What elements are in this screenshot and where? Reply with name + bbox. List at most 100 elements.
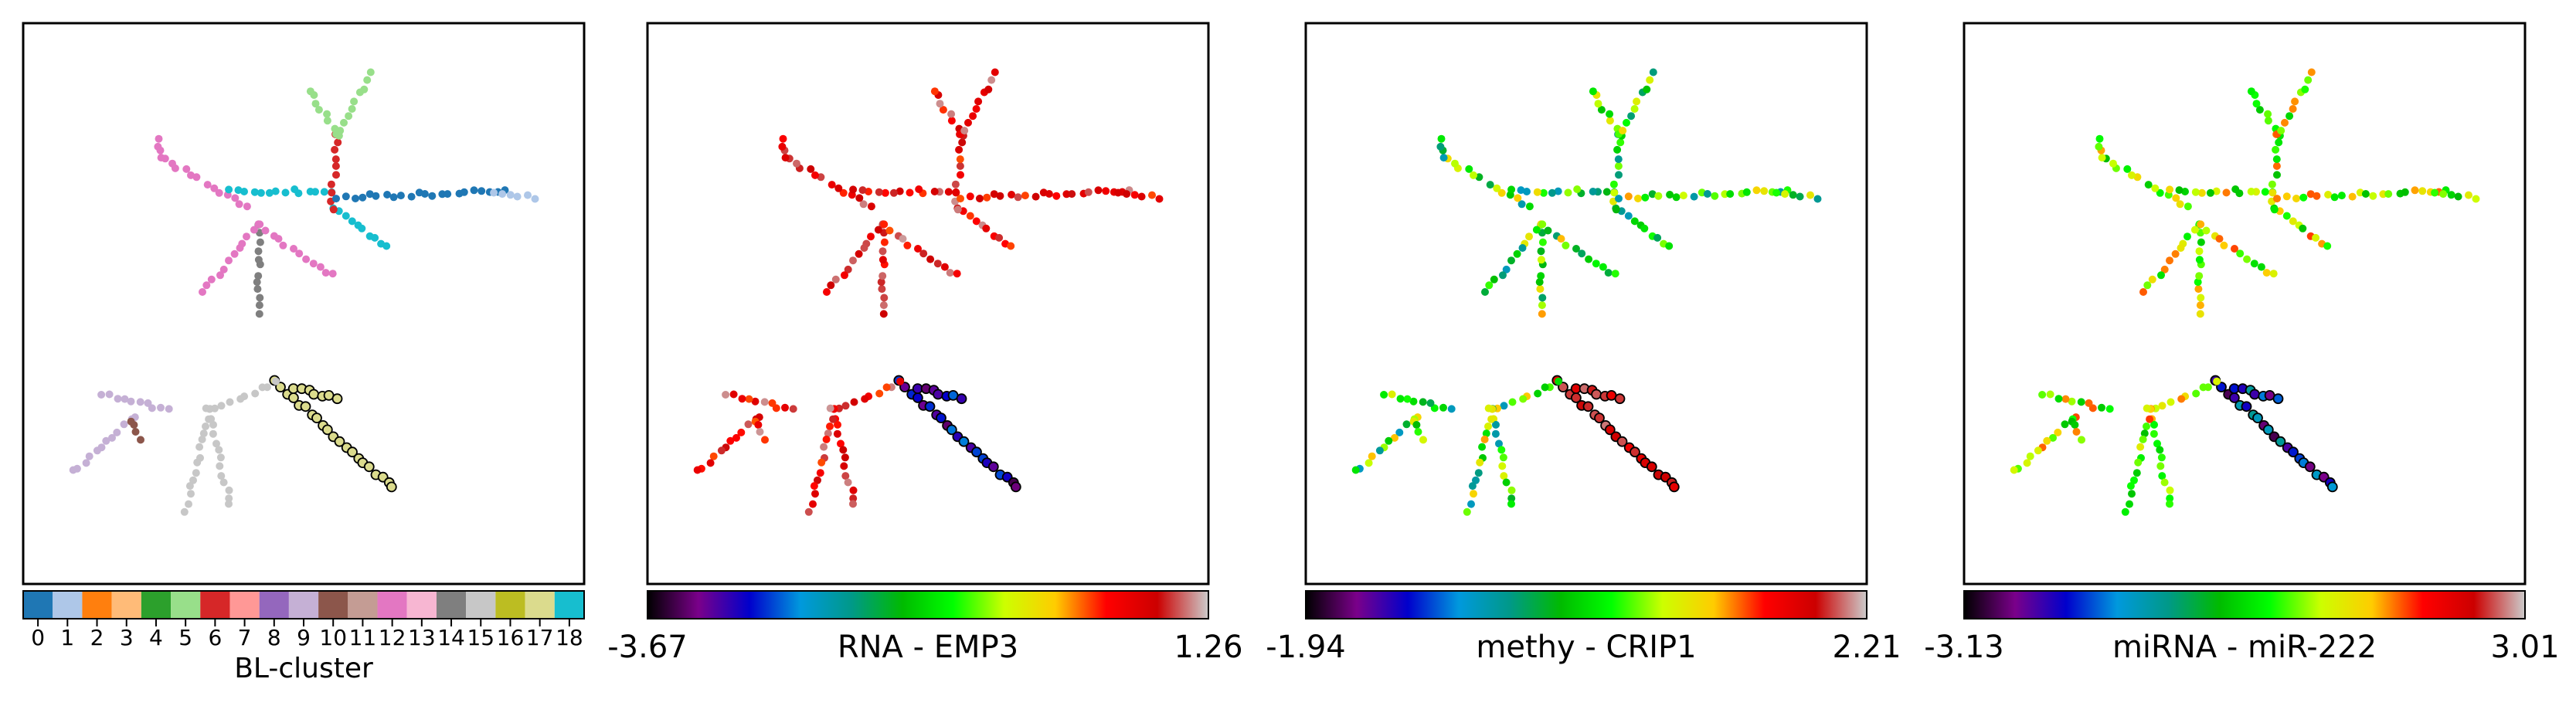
data-point: [1137, 192, 1146, 201]
data-point: [2262, 269, 2271, 277]
data-point: [2166, 185, 2174, 194]
data-point: [761, 436, 769, 444]
data-point: [225, 185, 233, 194]
colorbar-tick-label: 1: [60, 625, 74, 650]
data-point: [849, 256, 857, 265]
data-point: [350, 97, 359, 106]
data-point: [102, 436, 110, 445]
plot-frame: [1304, 22, 1868, 586]
data-point: [1615, 171, 1623, 179]
data-point: [314, 106, 323, 114]
data-point: [1606, 117, 1614, 125]
data-point: [382, 242, 391, 250]
data-point: [1557, 235, 1565, 243]
data-point: [1474, 469, 1483, 477]
data-point: [1604, 269, 1613, 277]
data-point: [2134, 458, 2143, 467]
data-point: [915, 185, 923, 193]
colorbar-label: methy - CRIP1: [1476, 630, 1696, 665]
colorbar-tick-label: 5: [178, 625, 192, 650]
data-point: [215, 188, 223, 197]
data-point: [331, 393, 343, 405]
data-point: [2153, 440, 2161, 448]
data-point: [1538, 310, 1546, 318]
data-point: [199, 288, 206, 296]
data-point: [205, 415, 213, 423]
data-point: [295, 249, 304, 258]
data-point: [1589, 188, 1597, 195]
colorbar-swatch: [200, 591, 230, 619]
data-point: [320, 188, 328, 196]
data-point: [2272, 162, 2281, 170]
data-point: [331, 155, 340, 164]
data-point: [944, 188, 953, 196]
data-point: [258, 383, 267, 392]
data-point: [880, 220, 889, 229]
data-point: [272, 377, 280, 385]
data-point: [1014, 193, 1022, 202]
data-point: [506, 191, 515, 199]
data-point: [926, 255, 935, 263]
panel-mirna-mir222: -3.13 miRNA - miR-222 3.01: [1924, 22, 2560, 665]
data-point: [1492, 420, 1500, 429]
colorbar-swatch: [141, 591, 172, 619]
data-point: [1467, 500, 1475, 508]
data-point: [2197, 294, 2205, 302]
data-point: [1711, 192, 1719, 200]
colorbar-tick-label: 14: [437, 625, 465, 650]
data-point: [323, 117, 331, 125]
data-point: [265, 188, 274, 197]
data-point: [1514, 194, 1522, 202]
data-point: [930, 188, 939, 195]
data-point: [193, 458, 202, 467]
panel-rna-emp3: -3.67 RNA - EMP3 1.26: [607, 22, 1243, 665]
data-point: [2231, 185, 2240, 193]
colorbar-tick-label: 17: [526, 625, 554, 650]
data-point: [1726, 190, 1735, 199]
data-point: [202, 281, 211, 290]
data-point: [2172, 194, 2180, 202]
data-point: [342, 212, 350, 220]
data-point: [2411, 186, 2419, 195]
data-point: [990, 190, 998, 199]
data-point: [407, 192, 416, 201]
data-point: [2231, 245, 2238, 253]
data-point: [2195, 247, 2204, 256]
data-point: [1007, 242, 1015, 250]
data-point: [1533, 188, 1541, 196]
data-point: [1068, 190, 1076, 199]
data-point: [1554, 187, 1562, 195]
colorbar: [1963, 590, 2526, 619]
data-point: [316, 263, 325, 271]
data-point: [1484, 404, 1493, 412]
colorbar-swatch: [318, 591, 348, 619]
data-point: [956, 162, 964, 170]
colorbar-min-label: -3.67: [607, 630, 688, 665]
data-point: [2282, 212, 2291, 220]
data-point: [2068, 397, 2076, 406]
data-point: [2213, 377, 2221, 385]
data-point: [2121, 507, 2129, 516]
data-point: [878, 272, 887, 280]
data-point: [906, 188, 914, 197]
data-point: [332, 171, 340, 179]
data-point: [331, 162, 340, 170]
data-point: [875, 389, 884, 398]
data-point: [2194, 285, 2203, 294]
data-point: [1414, 428, 1422, 436]
data-point: [1500, 472, 1508, 480]
data-point: [877, 278, 885, 287]
data-point: [1624, 212, 1633, 220]
data-point: [2144, 181, 2153, 189]
data-point: [1084, 188, 1093, 196]
data-point: [878, 256, 887, 264]
data-point: [1388, 390, 1396, 399]
data-point: [951, 180, 960, 188]
data-point: [420, 190, 429, 198]
data-point: [2126, 500, 2133, 508]
data-point: [113, 428, 121, 436]
data-point: [207, 275, 216, 283]
data-point: [1507, 486, 1516, 494]
data-point: [352, 195, 359, 202]
